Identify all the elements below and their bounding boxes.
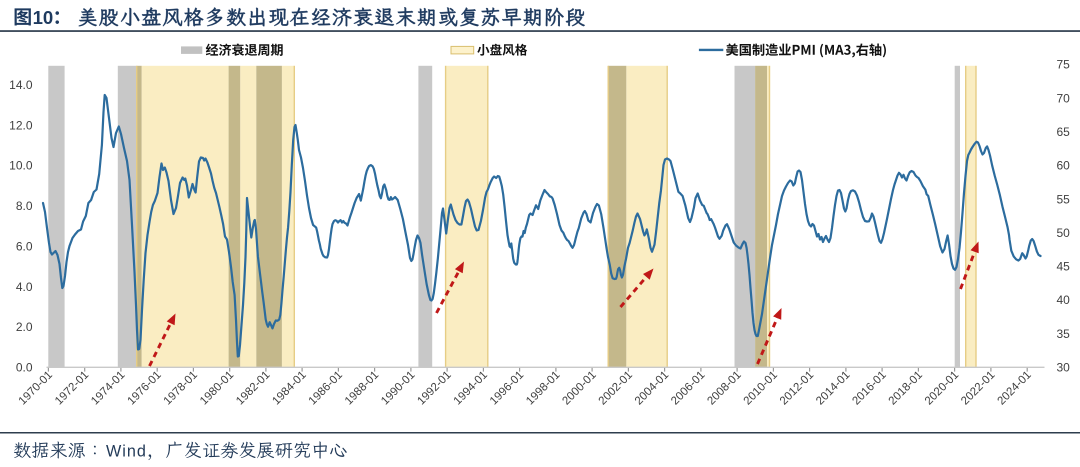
svg-text:45: 45 <box>1057 260 1071 274</box>
svg-text:2010-01: 2010-01 <box>742 369 780 407</box>
svg-text:1974-01: 1974-01 <box>89 369 127 407</box>
svg-text:1972-01: 1972-01 <box>53 369 91 407</box>
svg-text:12.0: 12.0 <box>9 118 33 132</box>
svg-text:10: 10 <box>33 7 54 28</box>
svg-text:50: 50 <box>1057 226 1071 240</box>
svg-text:1986-01: 1986-01 <box>307 369 345 407</box>
svg-text:70: 70 <box>1057 91 1071 105</box>
svg-text:6.0: 6.0 <box>16 239 33 253</box>
svg-text:14.0: 14.0 <box>9 78 33 92</box>
svg-text:1978-01: 1978-01 <box>162 369 200 407</box>
svg-text:1976-01: 1976-01 <box>125 369 163 407</box>
svg-text:0.0: 0.0 <box>16 361 33 375</box>
svg-text:4.0: 4.0 <box>16 280 33 294</box>
svg-text:30: 30 <box>1057 361 1071 375</box>
svg-text:2004-01: 2004-01 <box>633 369 671 407</box>
svg-text:75: 75 <box>1057 58 1071 72</box>
svg-text:2000-01: 2000-01 <box>560 369 598 407</box>
svg-text:2014-01: 2014-01 <box>814 369 852 407</box>
svg-text:60: 60 <box>1057 159 1071 173</box>
svg-text:1988-01: 1988-01 <box>343 369 381 407</box>
svg-text:10.0: 10.0 <box>9 159 33 173</box>
svg-text:35: 35 <box>1057 327 1071 341</box>
svg-text:1982-01: 1982-01 <box>234 369 272 407</box>
svg-text:2006-01: 2006-01 <box>669 369 707 407</box>
svg-text:1970-01: 1970-01 <box>17 369 55 407</box>
svg-text:55: 55 <box>1057 192 1071 206</box>
svg-text:1990-01: 1990-01 <box>379 369 417 407</box>
svg-text:2002-01: 2002-01 <box>597 369 635 407</box>
svg-text:8.0: 8.0 <box>16 199 33 213</box>
svg-text:2024-01: 2024-01 <box>995 369 1033 407</box>
svg-text:2018-01: 2018-01 <box>887 369 925 407</box>
svg-text:40: 40 <box>1057 293 1071 307</box>
svg-text:1984-01: 1984-01 <box>270 369 308 407</box>
svg-text:1992-01: 1992-01 <box>415 369 453 407</box>
svg-text:2012-01: 2012-01 <box>778 369 816 407</box>
svg-text:65: 65 <box>1057 125 1071 139</box>
svg-text:1994-01: 1994-01 <box>452 369 490 407</box>
svg-text:2.0: 2.0 <box>16 320 33 334</box>
svg-text:1980-01: 1980-01 <box>198 369 236 407</box>
svg-text:2022-01: 2022-01 <box>959 369 997 407</box>
svg-text:2020-01: 2020-01 <box>923 369 961 407</box>
svg-text:Wind: Wind <box>106 443 147 461</box>
svg-text:1998-01: 1998-01 <box>524 369 562 407</box>
svg-text:2016-01: 2016-01 <box>850 369 888 407</box>
svg-text:2008-01: 2008-01 <box>705 369 743 407</box>
svg-text:1996-01: 1996-01 <box>488 369 526 407</box>
